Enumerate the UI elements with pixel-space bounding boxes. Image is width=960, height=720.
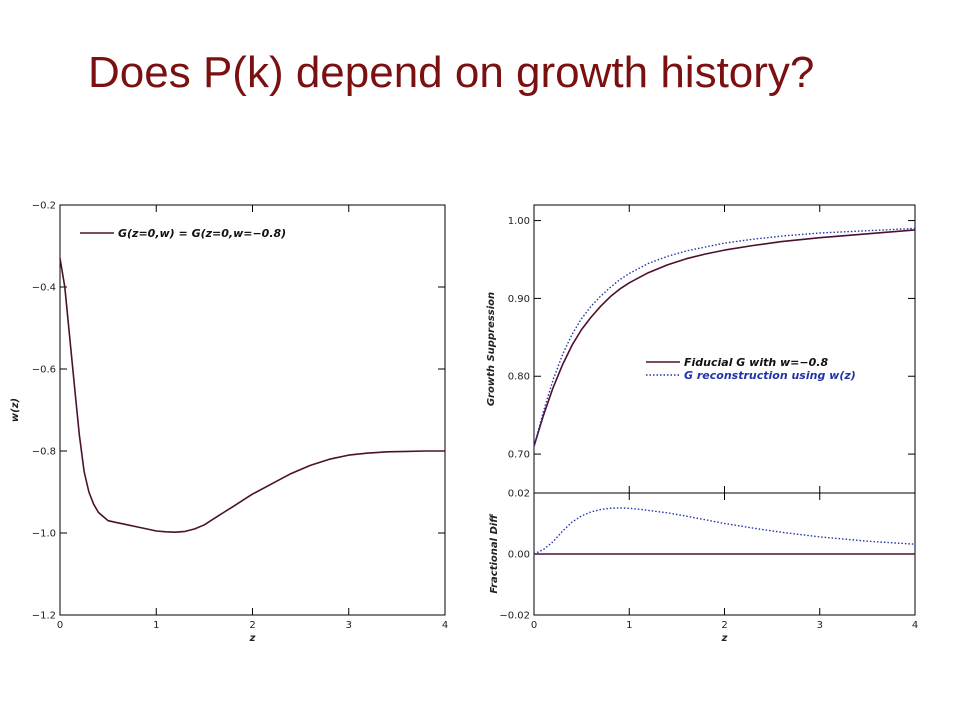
slide-title: Does P(k) depend on growth history? [88,48,815,97]
plot-frame [59,204,446,616]
y-tick-label: 0.90 [508,294,530,305]
x-tick-label: 0 [531,620,537,631]
y-tick-label: −0.2 [32,201,56,212]
x-axis-label: z [721,633,728,644]
y-tick-label: −0.02 [499,611,530,622]
x-axis-label: z [249,633,256,644]
y-axis-label: Growth Suppression [486,292,497,406]
legend-label: Fiducial G with w=−0.8 [684,356,828,369]
y-tick-label: 0.70 [508,450,530,461]
series-line [533,507,916,555]
x-tick-label: 4 [442,620,448,631]
y-axis-label: Fractional Diff [489,513,500,594]
x-tick-label: 1 [626,620,632,631]
y-axis-label: w(z) [10,398,21,422]
x-tick-label: 2 [249,620,255,631]
wz-chart: −1.2 −1.0 −0.8 −0.6 −0.4 −0.2 0 1 2 3 4 G(z=0,w) = … [10,201,448,645]
y-tick-label: −0.4 [32,283,56,294]
y-tick-label: −0.8 [32,447,56,458]
x-tick-label: 4 [912,620,918,631]
y-tick-label: −1.0 [32,529,56,540]
y-tick-label: −0.6 [32,365,56,376]
x-tick-label: 1 [153,620,159,631]
y-tick-label: 0.02 [508,489,530,500]
legend-label: G(z=0,w) = G(z=0,w=−0.8) [118,227,286,240]
series-line [533,227,916,447]
plot-frame [533,204,916,494]
x-tick-label: 0 [57,620,63,631]
growth-suppression-chart: 0.70 0.80 0.90 1.00 Fiducial G with w=−0.8G … [486,204,916,494]
fractional-diff-chart: −0.02 0.00 0.02 0 1 2 3 4 Fractional Diff z [489,489,918,645]
series-line [533,229,916,447]
x-tick-label: 3 [817,620,823,631]
x-tick-label: 3 [346,620,352,631]
y-tick-label: 0.00 [508,550,530,561]
y-tick-label: −1.2 [32,611,56,622]
y-tick-label: 0.80 [508,372,530,383]
x-tick-label: 2 [721,620,727,631]
y-tick-label: 1.00 [508,216,530,227]
legend-label: G reconstruction using w(z) [684,369,856,382]
series-line [59,258,445,534]
